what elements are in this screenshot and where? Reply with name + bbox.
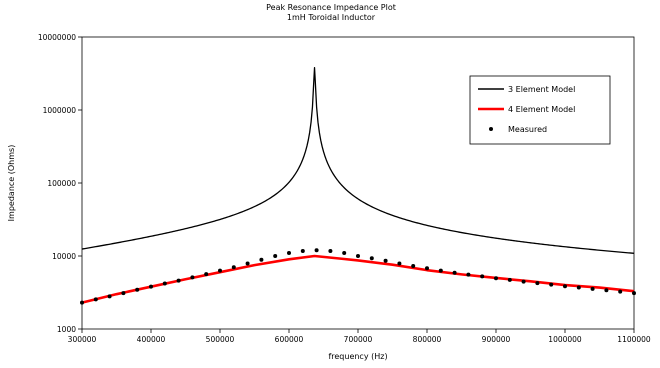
measured-point [411, 263, 416, 268]
legend-label-2: 4 Element Model [508, 105, 575, 114]
legend-label-3: Measured [508, 125, 547, 134]
legend-label-1: 3 Element Model [508, 85, 575, 94]
measured-point [618, 289, 623, 294]
x-tick-label: 1100000 [617, 335, 651, 344]
measured-point [632, 291, 636, 296]
measured-point [604, 288, 609, 293]
chart-subtitle: 1mH Toroidal Inductor [287, 13, 376, 22]
y-axis-label: Impedance (Ohms) [7, 145, 16, 222]
measured-point [563, 284, 567, 289]
plot-area [81, 36, 635, 330]
measured-point [507, 277, 512, 282]
x-tick-label: 600000 [275, 335, 304, 344]
y-axis-ticks: 1000 10000 100000 1000000 10000000 [38, 33, 82, 334]
x-tick-label: 800000 [413, 335, 442, 344]
measured-point [162, 281, 167, 286]
measured-point [300, 249, 305, 254]
measured-point [121, 291, 126, 296]
series-line-1 [81, 67, 635, 254]
legend-swatch-3 [489, 127, 493, 131]
measured-point [342, 250, 347, 255]
measured-point [231, 265, 236, 270]
measured-point [176, 278, 181, 283]
legend: 3 Element Model 4 Element Model Measured [469, 75, 611, 145]
y-tick-label: 100000 [47, 179, 76, 188]
measured-point [259, 257, 264, 262]
measured-point [576, 285, 581, 290]
chart-title: Peak Resonance Impedance Plot [266, 3, 396, 12]
measured-point [535, 281, 540, 286]
measured-point [314, 248, 319, 253]
measured-point [494, 276, 498, 281]
measured-point [356, 254, 360, 258]
measured-point [397, 261, 402, 266]
x-axis-label: frequency (Hz) [328, 352, 387, 361]
measured-point [204, 272, 209, 277]
measured-point [383, 258, 388, 263]
measured-point [190, 275, 195, 280]
measured-point [80, 300, 84, 305]
measured-point [466, 272, 471, 277]
measured-point [328, 249, 333, 254]
measured-point [452, 270, 457, 275]
x-tick-label: 700000 [344, 335, 373, 344]
measured-point [425, 266, 429, 271]
x-axis-ticks: 300000 400000 500000 600000 700000 800000 9000… [68, 329, 651, 344]
measured-point [245, 261, 250, 266]
series-layer [80, 67, 636, 305]
measured-point [438, 268, 443, 273]
measured-point [149, 284, 153, 289]
y-tick-label: 10000000 [38, 33, 76, 42]
measured-point [369, 256, 374, 261]
y-tick-label: 10000 [52, 252, 76, 261]
x-tick-label: 1000000 [548, 335, 582, 344]
y-tick-label: 1000000 [43, 106, 77, 115]
measured-point [107, 294, 112, 299]
x-tick-label: 500000 [206, 335, 235, 344]
x-tick-label: 900000 [482, 335, 511, 344]
measured-point [135, 287, 140, 292]
x-tick-label: 300000 [68, 335, 97, 344]
measured-point [549, 282, 554, 287]
x-tick-label: 400000 [137, 335, 166, 344]
series-line-2 [81, 254, 635, 304]
measured-point [480, 274, 485, 279]
measured-point [521, 279, 526, 284]
measured-point [590, 286, 595, 291]
measured-point [287, 250, 291, 255]
measured-point [273, 254, 278, 258]
y-tick-label: 1000 [57, 325, 76, 334]
measured-point [218, 268, 222, 273]
measured-point [93, 297, 98, 302]
